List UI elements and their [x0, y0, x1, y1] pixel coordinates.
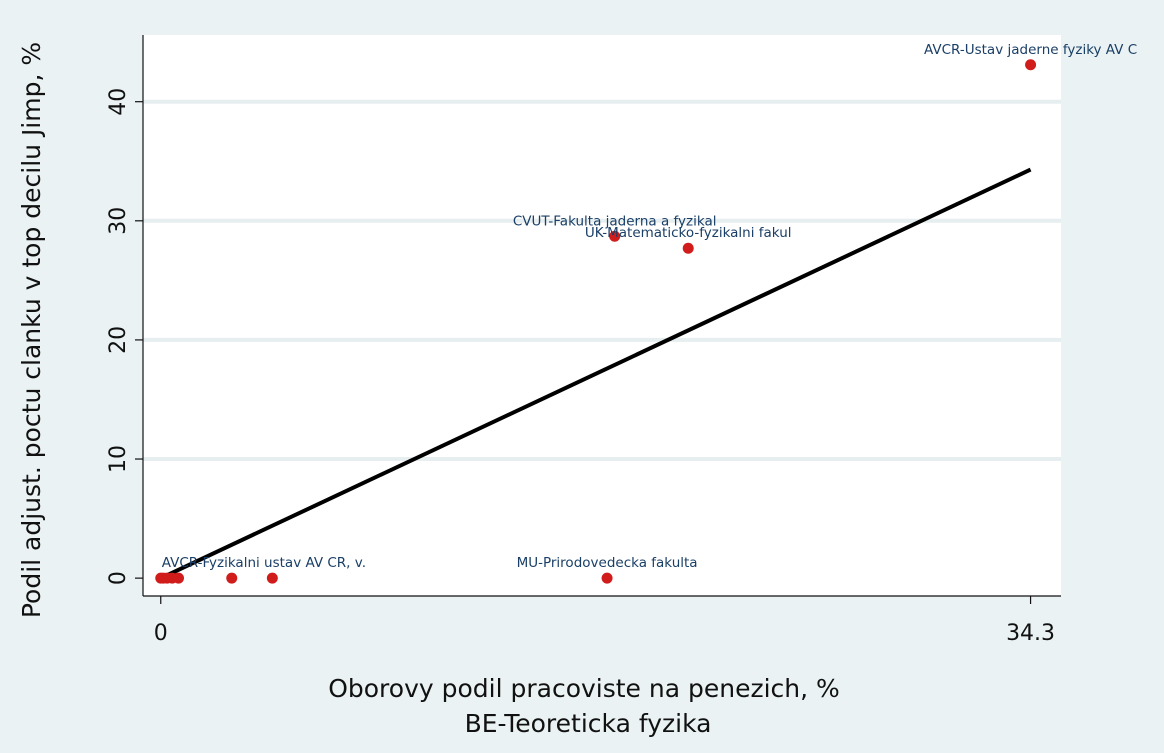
plot-area	[143, 35, 1061, 596]
data-points	[155, 59, 1037, 584]
x-axis-title: Oborovy podil pracoviste na penezich, %	[328, 674, 840, 703]
y-tick-label-3: 30	[106, 207, 131, 235]
x-axis-ticks: 0 34.3	[154, 596, 1055, 646]
y-axis-title: Podil adjust. poctu clanku v top decilu …	[17, 42, 46, 618]
y-tick-label-4: 40	[106, 88, 131, 116]
data-point-7	[601, 572, 613, 584]
data-point-9	[682, 242, 694, 254]
data-label-9: UK-Matematicko-fyzikalni fakul	[585, 225, 792, 241]
data-point-8	[609, 230, 621, 242]
data-point-4	[173, 572, 185, 584]
y-axis-ticks: 0 10 20 30 40	[106, 88, 143, 585]
x-tick-label-0: 0	[154, 621, 168, 646]
y-tick-label-1: 10	[106, 445, 131, 473]
x-tick-label-1: 34.3	[1006, 621, 1055, 646]
grid-lines	[143, 99, 1061, 462]
x-axis-subtitle: BE-Teoreticka fyzika	[465, 709, 712, 738]
data-point-10	[1025, 59, 1037, 71]
data-point-5	[226, 572, 238, 584]
data-label-8: CVUT-Fakulta jaderna a fyzikal	[513, 213, 717, 229]
data-label-10: AVCR-Ustav jaderne fyziky AV C	[924, 42, 1137, 58]
data-label-0: AVCR-Fyzikalni ustav AV CR, v.	[162, 555, 366, 571]
point-labels: AVCR-Fyzikalni ustav AV CR, v. MU-Prirodo…	[162, 42, 1137, 571]
data-label-7: MU-Prirodovedecka fakulta	[517, 555, 698, 571]
y-tick-label-2: 20	[106, 326, 131, 354]
data-point-6	[266, 572, 278, 584]
y-tick-label-0: 0	[106, 571, 131, 585]
fit-line	[159, 167, 1032, 580]
